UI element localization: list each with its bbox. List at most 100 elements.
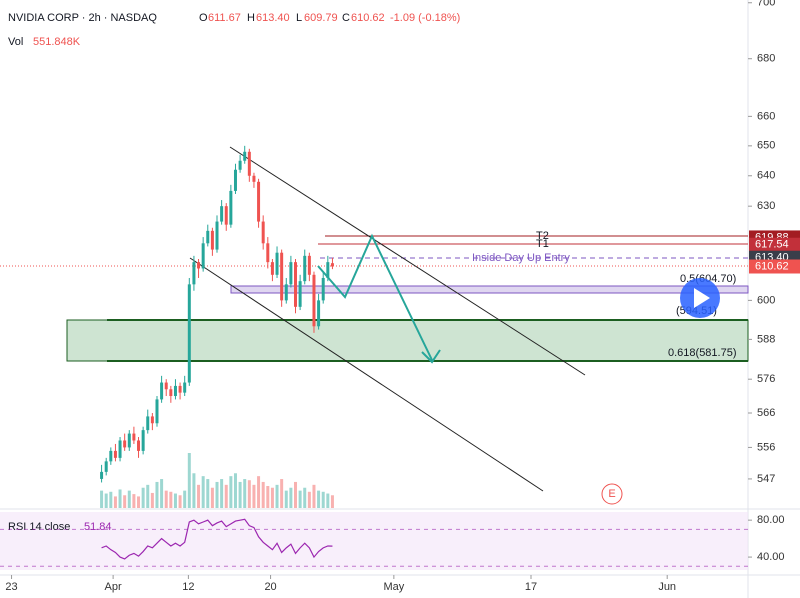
channel-line — [189, 257, 544, 492]
rsi-tick-label: 40.00 — [757, 551, 785, 563]
candle-body — [330, 263, 334, 267]
candle-body — [243, 151, 247, 161]
candle-body — [173, 385, 177, 397]
y-tick-label: 588 — [757, 333, 775, 345]
candle-body — [261, 221, 265, 244]
volume-bar — [137, 496, 141, 508]
candle-body — [312, 274, 316, 327]
play-icon[interactable] — [694, 288, 710, 308]
fib-zone — [66, 319, 749, 362]
volume-bar — [275, 484, 279, 508]
volume-bar — [160, 479, 164, 508]
candle-body — [326, 262, 330, 278]
candle-body — [206, 230, 210, 244]
volume-bar — [210, 487, 214, 508]
candle-body — [238, 160, 242, 170]
candle-body — [307, 255, 311, 275]
candle-body — [247, 151, 251, 176]
volume-bar — [132, 494, 136, 508]
volume-bar — [317, 490, 321, 508]
volume-bar — [247, 480, 251, 508]
volume-bar — [261, 481, 265, 508]
x-tick-label: 20 — [264, 581, 276, 593]
candle-body — [104, 461, 108, 472]
volume-bar — [307, 491, 311, 508]
candle-body — [270, 262, 274, 275]
volume-bar — [178, 495, 182, 508]
volume-bar — [155, 481, 159, 508]
candle-body — [132, 433, 136, 441]
t2-label: T2 — [536, 230, 549, 242]
candle-body — [197, 262, 201, 269]
y-tick-label: 660 — [757, 110, 775, 122]
volume-bar — [123, 495, 127, 508]
volume-bar — [289, 487, 293, 508]
volume-bar — [215, 481, 219, 508]
event-icon[interactable] — [601, 483, 623, 505]
candle-body — [192, 262, 196, 285]
volume-bar — [303, 487, 307, 508]
volume-bar — [113, 496, 117, 508]
channel-line — [229, 146, 586, 376]
volume-bar — [326, 493, 330, 508]
volume-bar — [284, 490, 288, 508]
volume-bar — [224, 484, 228, 508]
volume-bar — [118, 489, 122, 508]
ohlc-value: 609.79 — [304, 12, 338, 24]
y-tick-label: 566 — [757, 407, 775, 419]
candle-body — [137, 440, 141, 451]
candle-body — [113, 450, 117, 458]
x-tick-label: Jun — [658, 581, 676, 593]
candle-body — [146, 416, 150, 431]
y-tick-label: 700 — [757, 0, 775, 9]
ohlc-label: C — [342, 12, 350, 24]
volume-bar — [229, 476, 233, 508]
volume-bar — [109, 491, 113, 508]
fib-half-zone — [230, 285, 749, 294]
vol-label: Vol — [8, 36, 23, 48]
candle-body — [257, 181, 261, 222]
candle-body — [215, 221, 219, 250]
volume-bar — [183, 490, 187, 508]
vol-value: 551.848K — [33, 36, 81, 48]
x-tick-label: 23 — [5, 581, 17, 593]
volume-bar — [104, 493, 108, 508]
projection-path — [317, 233, 433, 361]
volume-bar — [173, 493, 177, 508]
change: -1.09 (-0.18%) — [390, 12, 460, 24]
symbol: NVIDIA CORP · 2h · NASDAQ — [8, 12, 157, 24]
ohlc-value: 610.62 — [351, 12, 385, 24]
volume-bar — [146, 484, 150, 508]
candle-body — [289, 262, 293, 285]
y-tick-label: 650 — [757, 140, 775, 152]
ohlc-label: L — [296, 12, 302, 24]
y-tick-label: 630 — [757, 200, 775, 212]
rsi-band-bg — [0, 512, 748, 570]
volume-bar — [206, 479, 210, 508]
price-tag-label: 617.54 — [755, 239, 789, 251]
volume-bar — [252, 484, 256, 508]
volume-bar — [233, 473, 237, 508]
candle-body — [109, 450, 113, 462]
volume-bar — [141, 487, 145, 508]
event-label[interactable]: E — [608, 488, 615, 500]
volume-bar — [192, 473, 196, 508]
x-tick-label: 17 — [525, 581, 537, 593]
y-tick-label: 547 — [757, 473, 775, 485]
candle-body — [123, 440, 127, 448]
volume-bar — [266, 486, 270, 508]
volume-bar — [243, 479, 247, 508]
price-tag — [749, 259, 800, 274]
projection-arrowhead — [421, 349, 441, 364]
volume-bar — [150, 492, 154, 508]
volume-bar — [220, 479, 224, 508]
volume-bar — [280, 479, 284, 508]
candle-body — [183, 382, 187, 393]
volume-bar — [164, 490, 168, 508]
volume-bar — [127, 490, 131, 508]
candle-body — [178, 385, 182, 393]
candle-body — [118, 440, 122, 458]
y-tick-label: 600 — [757, 294, 775, 306]
